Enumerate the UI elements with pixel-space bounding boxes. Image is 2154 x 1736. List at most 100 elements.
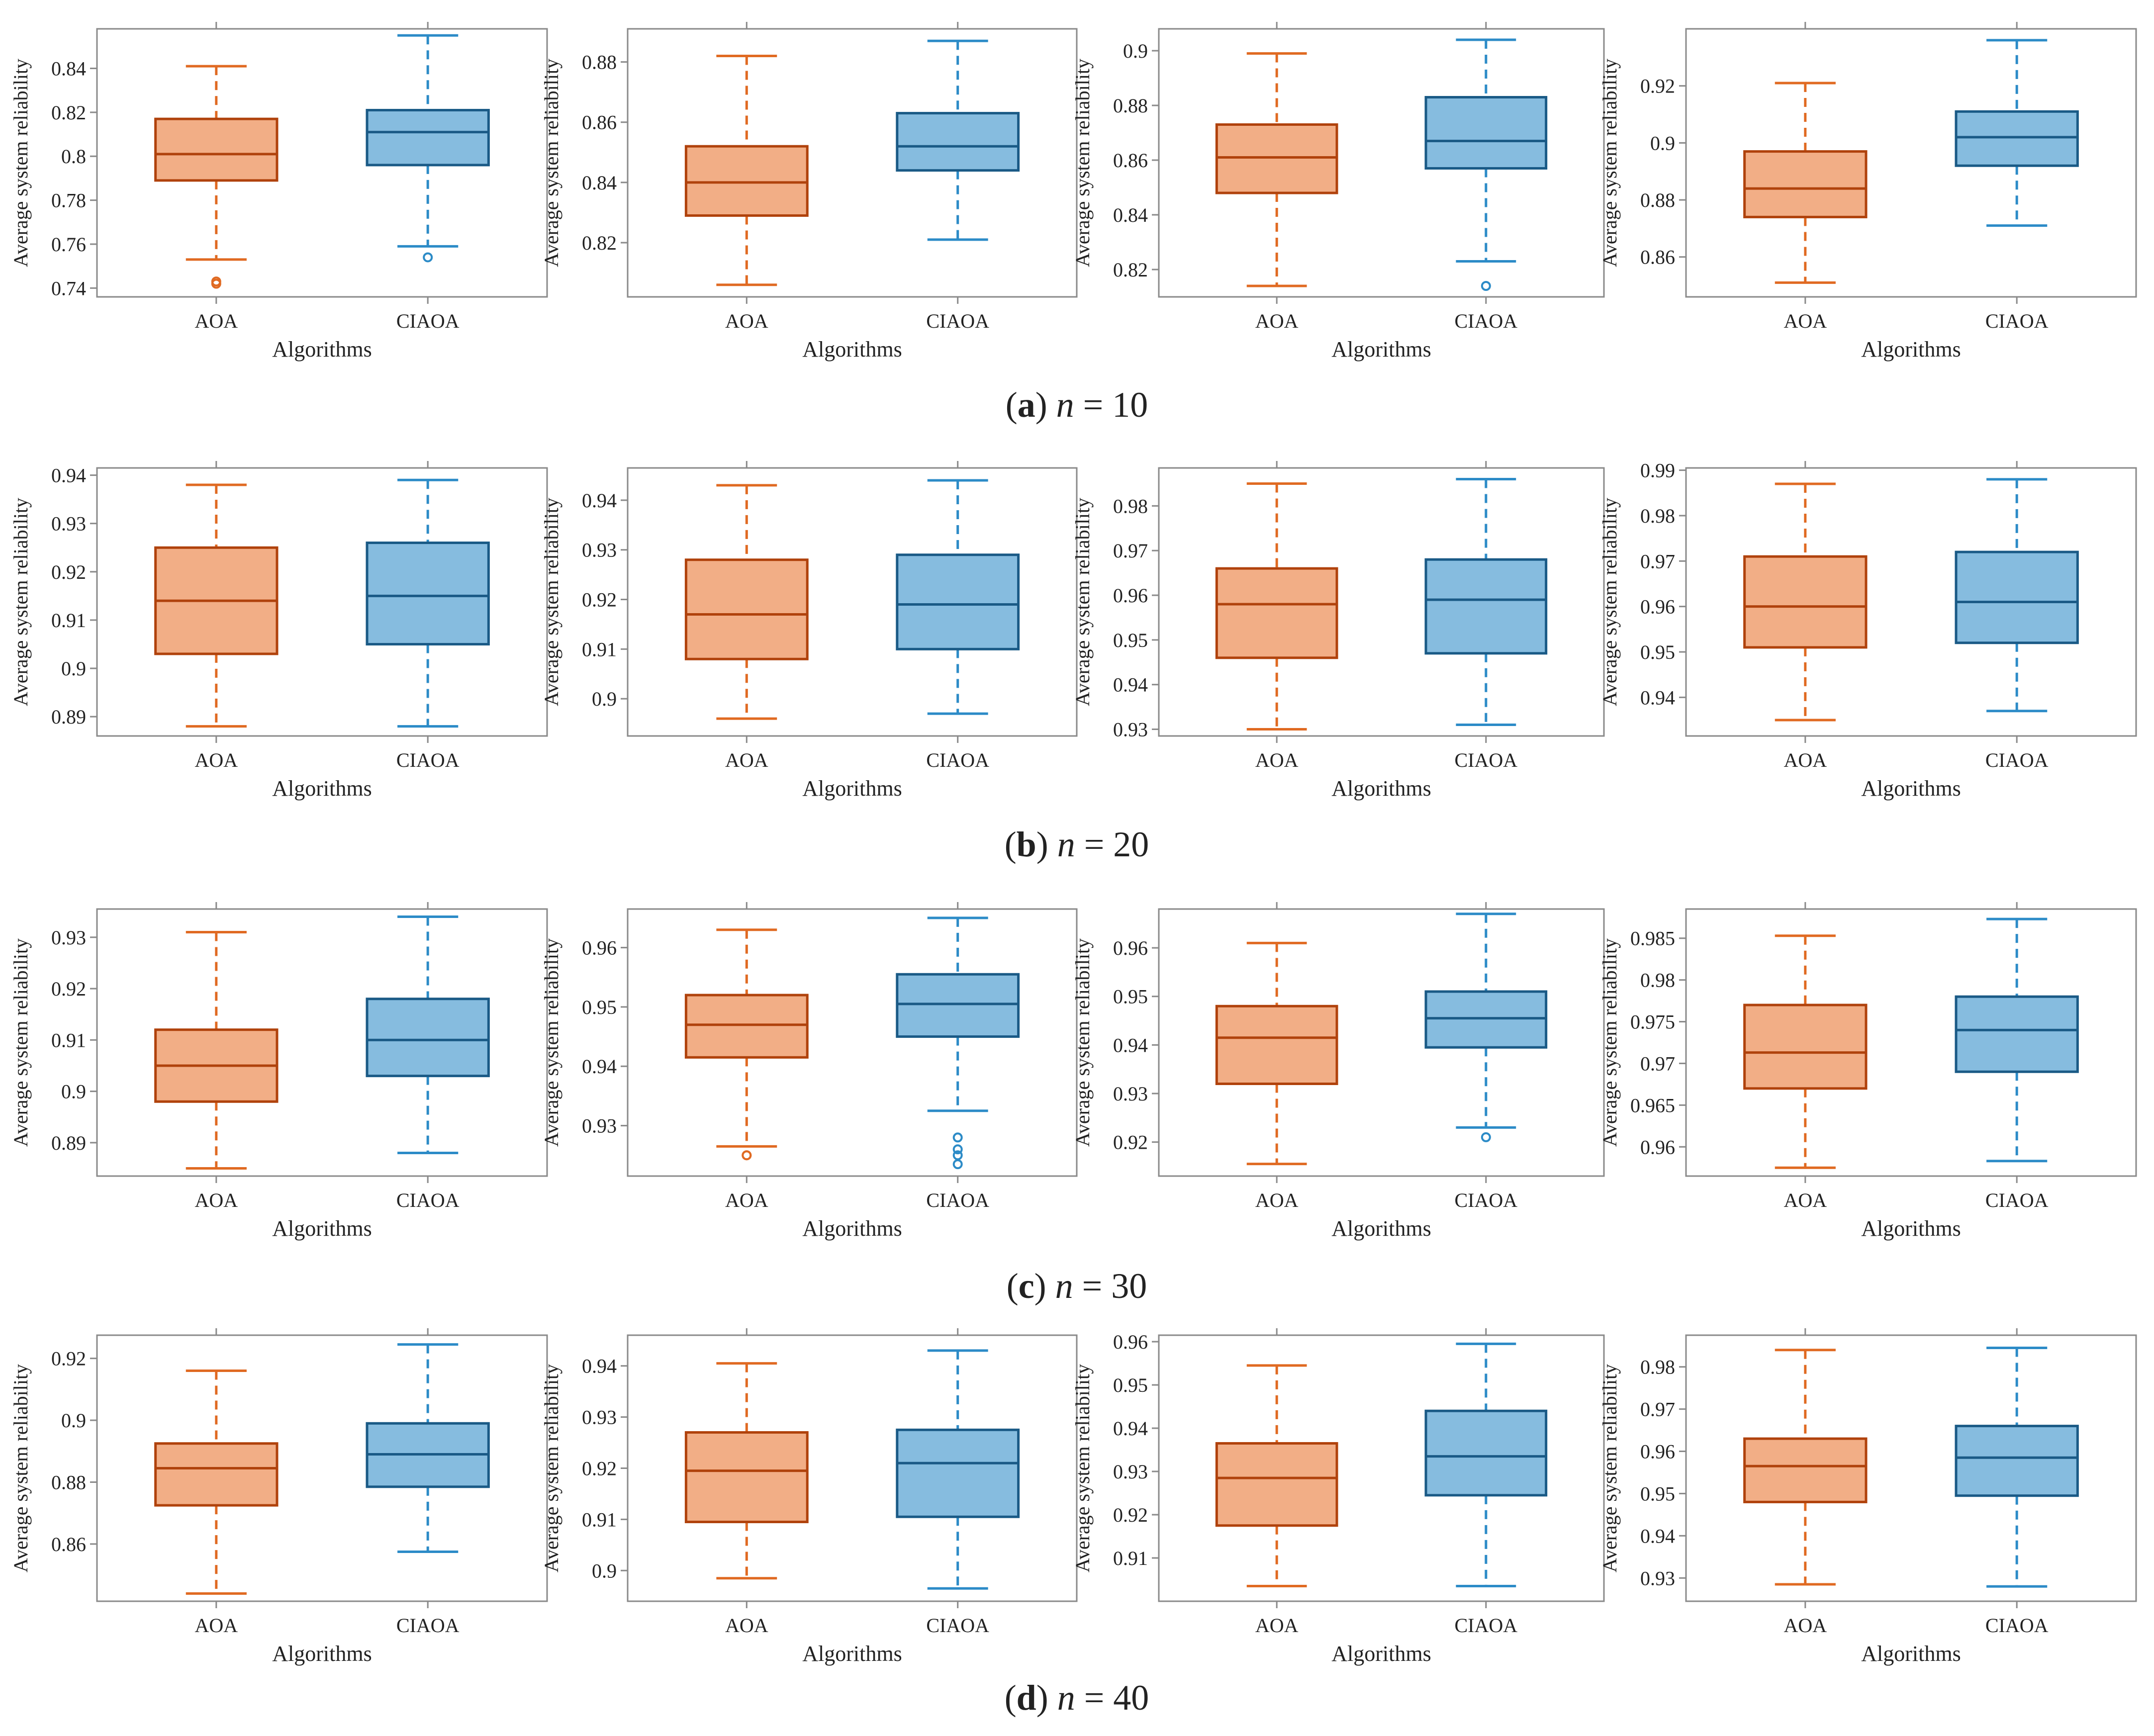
box-aoa [1743,1349,1868,1586]
y-axis-label: Average system reliability [9,1364,32,1572]
panel-caption: (c) n = 30 [1007,1266,1147,1306]
y-tick-label: 0.96 [582,937,617,959]
y-tick-label: 0.99 [1640,459,1675,482]
y-axis-label: Average system reliability [1598,1364,1621,1572]
plot-frame [627,467,1078,737]
plot-frame [627,908,1078,1177]
y-tick-label: 0.96 [1640,1136,1675,1158]
x-axis-label: Algorithms [272,1216,372,1241]
chart-panel: 0.89 0.9 0.91 0.92 0.93 AOA CIAOA Algorithms Ave… [9,902,548,1241]
y-axis-label: Average system reliability [540,498,562,706]
plot-frame [1158,908,1605,1177]
y-tick-label: 0.96 [1640,596,1675,618]
box-aoa [1215,941,1338,1166]
x-category-label: CIAOA [1985,310,2049,332]
y-tick-label: 0.93 [1113,719,1148,741]
caption-variable: n [1057,1678,1075,1718]
y-tick-label: 0.92 [51,978,86,1000]
box-ciaoa [1424,913,1548,1142]
box-ciaoa [896,39,1020,241]
iqr-box [1955,110,2079,167]
box-aoa [1743,482,1868,722]
y-tick-label: 0.985 [1630,927,1675,950]
y-tick-label: 0.91 [582,638,617,660]
iqr-box [896,973,1020,1038]
box-aoa [154,483,279,728]
x-category-label: CIAOA [1985,1189,2049,1211]
caption-letter: b [1017,824,1036,864]
iqr-box [1743,1004,1868,1090]
x-axis-label: Algorithms [272,776,372,801]
x-category-label: AOA [194,1189,238,1211]
y-tick-label: 0.98 [1640,969,1675,992]
caption-variable: n [1055,1266,1073,1306]
y-tick-label: 0.95 [1113,1374,1148,1396]
box-ciaoa [896,916,1020,1170]
y-tick-label: 0.9 [1123,40,1148,62]
y-tick-label: 0.98 [1640,1356,1675,1378]
plot-frame [1158,467,1605,737]
y-tick-label: 0.98 [1640,505,1675,527]
x-category-label: CIAOA [1985,1614,2049,1637]
y-tick-label: 0.93 [51,926,86,949]
chart-panel: 0.96 0.965 0.97 0.975 0.98 0.985 AOA CIAOA Algor… [1598,902,2137,1241]
y-tick-label: 0.82 [51,101,86,124]
x-category-label: AOA [194,1614,238,1637]
caption-close-paren: ) [1036,824,1057,864]
caption-variable: n [1057,824,1075,864]
x-category-label: AOA [194,310,238,332]
outlier-point [952,1159,963,1170]
x-axis-label: Algorithms [272,337,372,362]
x-axis-label: Algorithms [1861,1642,1961,1666]
x-category-label: CIAOA [396,310,460,332]
x-category-label: AOA [1255,1189,1299,1211]
y-tick-label: 0.94 [1113,1417,1148,1440]
x-category-label: CIAOA [926,310,989,332]
x-axis-label: Algorithms [802,1642,902,1666]
iqr-box [684,558,809,660]
x-category-label: CIAOA [926,749,989,771]
box-ciaoa [1424,477,1548,727]
y-tick-label: 0.94 [1640,686,1675,709]
y-axis-label: Average system reliability [1071,1364,1094,1572]
x-category-label: AOA [1783,749,1827,771]
x-category-label: AOA [1255,310,1299,332]
iqr-box [1424,558,1548,655]
y-tick-label: 0.91 [582,1508,617,1531]
iqr-box [1215,1005,1338,1085]
x-category-label: AOA [1255,1614,1299,1637]
y-tick-label: 0.95 [1640,641,1675,663]
y-tick-label: 0.84 [582,172,617,194]
box-ciaoa [366,915,490,1155]
y-tick-label: 0.86 [1640,246,1675,269]
x-category-label: CIAOA [396,1614,460,1637]
y-tick-label: 0.97 [1640,550,1675,572]
x-axis-label: Algorithms [802,1216,902,1241]
box-aoa [154,930,279,1170]
x-axis-label: Algorithms [1861,776,1961,801]
x-category-label: CIAOA [926,1189,989,1211]
x-category-label: AOA [1255,749,1299,771]
plot-frame [1158,1334,1605,1602]
chart-panel: 0.9 0.91 0.92 0.93 0.94 AOA CIAOA Algorithms Ave… [540,1328,1078,1666]
iqr-box [1424,1409,1548,1497]
plot-frame [1685,1334,2137,1602]
plot-frame [96,908,548,1177]
y-axis-label: Average system reliability [540,59,562,267]
y-tick-label: 0.94 [1640,1525,1675,1547]
y-tick-label: 0.92 [582,589,617,611]
caption-close-paren: ) [1035,385,1056,425]
y-tick-label: 0.88 [1640,189,1675,211]
y-tick-label: 0.86 [51,1533,86,1555]
outlier-point [423,252,433,263]
y-tick-label: 0.9 [592,1559,617,1582]
y-tick-label: 0.93 [582,1406,617,1429]
chart-panel: 0.89 0.9 0.91 0.92 0.93 0.94 AOA CIAOA Algorithm… [9,461,548,801]
iqr-box [684,1431,809,1524]
y-tick-label: 0.94 [582,1055,617,1078]
y-tick-label: 0.965 [1630,1094,1675,1116]
x-category-label: CIAOA [926,1614,989,1637]
y-tick-label: 0.97 [1640,1052,1675,1075]
iqr-box [1424,96,1548,170]
